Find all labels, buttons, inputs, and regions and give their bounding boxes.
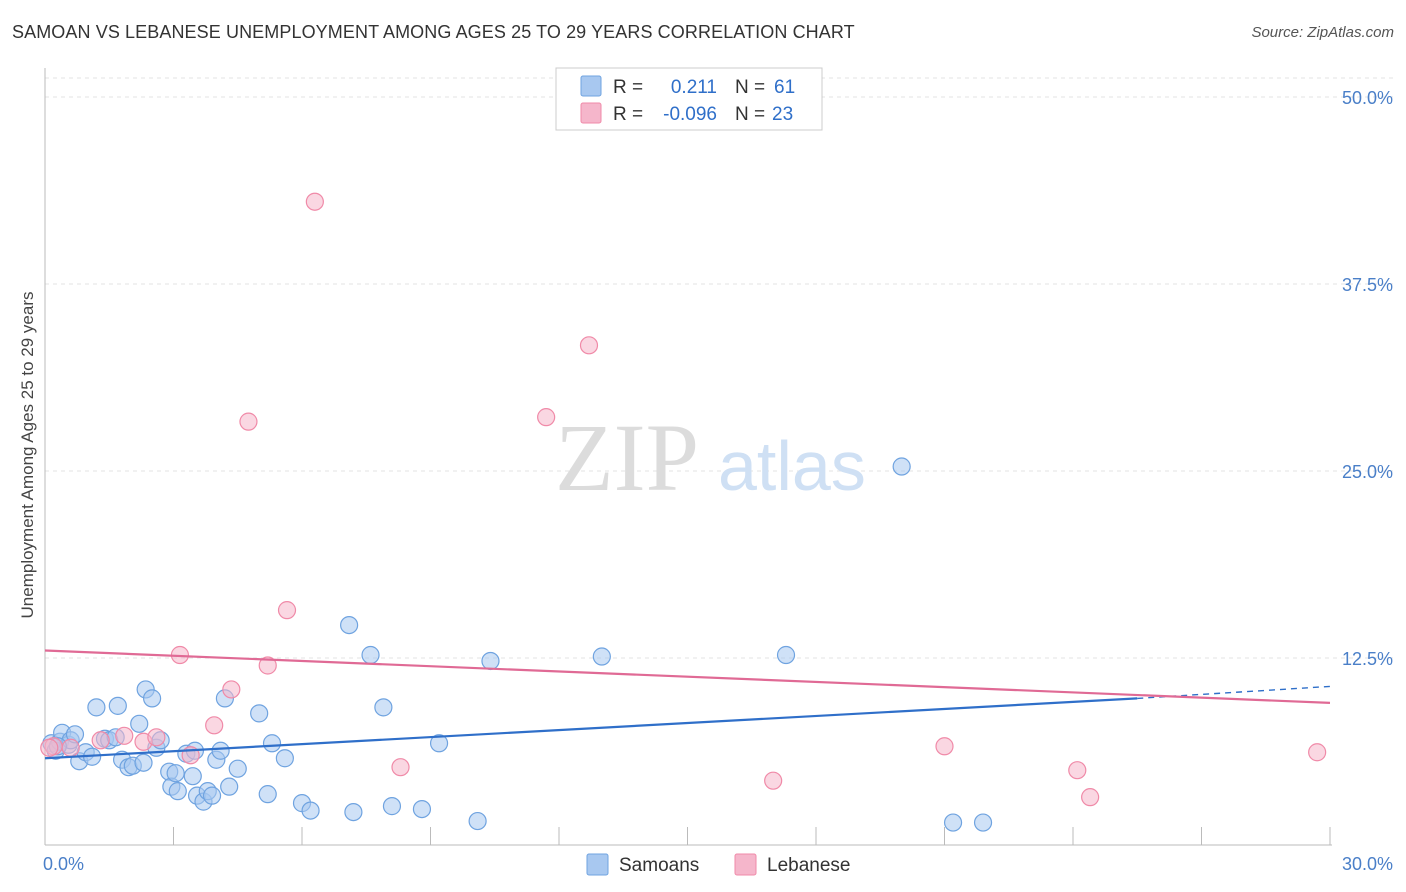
legend-n-label-1: N = xyxy=(735,77,765,98)
legend-n-label-2: N = xyxy=(735,104,765,125)
y-tick-label-0: 12.5% xyxy=(1342,649,1393,669)
legend-r-label-1: R = xyxy=(613,77,643,98)
y-tick-label-2: 37.5% xyxy=(1342,275,1393,295)
point-samoans-26 xyxy=(166,764,185,783)
point-samoans-58 xyxy=(943,813,963,832)
point-samoans-52 xyxy=(429,734,449,753)
point-samoans-48 xyxy=(361,645,380,665)
point-lebanese-18 xyxy=(935,737,954,756)
point-samoans-53 xyxy=(468,811,487,831)
point-samoans-21 xyxy=(142,689,162,708)
legend-swatch-lebanese xyxy=(580,102,602,124)
point-lebanese-9 xyxy=(222,680,241,699)
point-samoans-14 xyxy=(108,696,127,715)
point-samoans-59 xyxy=(973,813,993,832)
chart-title: SAMOAN VS LEBANESE UNEMPLOYMENT AMONG AG… xyxy=(12,22,855,42)
point-lebanese-2 xyxy=(91,731,110,750)
series-legend-swatch-lebanese xyxy=(734,853,757,876)
series-legend: Samoans Lebanese xyxy=(586,853,850,876)
point-samoans-39 xyxy=(228,759,247,778)
point-samoans-45 xyxy=(301,801,320,820)
watermark: ZIP atlas xyxy=(555,404,866,511)
point-lebanese-14 xyxy=(391,758,410,777)
point-samoans-57 xyxy=(892,457,911,476)
point-samoans-29 xyxy=(183,767,202,786)
point-lebanese-10 xyxy=(239,412,258,431)
point-lebanese-1 xyxy=(61,738,80,757)
trendline-samoans xyxy=(44,697,1138,760)
point-samoans-43 xyxy=(275,749,294,768)
trendline-lebanese xyxy=(44,649,1331,704)
y-tick-label-3: 50.0% xyxy=(1342,88,1393,108)
point-lebanese-11 xyxy=(258,656,277,675)
x-tick-label-1: 30.0% xyxy=(1342,854,1393,874)
point-lebanese-12 xyxy=(277,601,297,620)
point-samoans-40 xyxy=(250,704,269,723)
tick-labels: 12.5% 25.0% 37.5% 50.0% 0.0% 30.0% xyxy=(43,88,1393,874)
point-samoans-56 xyxy=(776,645,796,665)
point-lebanese-8 xyxy=(205,716,224,735)
point-samoans-27 xyxy=(168,782,187,801)
y-axis-label: Unemployment Among Ages 25 to 29 years xyxy=(18,292,37,619)
point-lebanese-13 xyxy=(305,192,324,211)
point-samoans-34 xyxy=(202,786,222,805)
point-samoans-36 xyxy=(211,741,230,760)
legend-r-value-1: 0.211 xyxy=(671,77,717,98)
x-tick-label-0: 0.0% xyxy=(43,854,84,874)
point-samoans-18 xyxy=(130,714,149,733)
point-samoans-38 xyxy=(220,777,239,796)
point-samoans-19 xyxy=(134,753,153,772)
point-lebanese-3 xyxy=(115,726,134,745)
watermark-zip: ZIP xyxy=(555,404,699,511)
series-legend-swatch-samoans xyxy=(586,853,609,876)
legend-n-value-2: 23 xyxy=(772,104,793,125)
series-legend-lebanese: Lebanese xyxy=(767,855,850,876)
point-lebanese-20 xyxy=(1081,788,1100,807)
point-samoans-42 xyxy=(262,734,282,753)
point-samoans-49 xyxy=(374,698,393,717)
legend-r-value-2: -0.096 xyxy=(663,104,717,125)
point-lebanese-16 xyxy=(579,336,599,355)
legend-n-value-1: 61 xyxy=(774,77,795,98)
point-samoans-51 xyxy=(412,799,432,819)
axes xyxy=(44,68,1332,846)
point-lebanese-17 xyxy=(764,771,783,790)
point-lebanese-19 xyxy=(1068,761,1087,780)
watermark-atlas: atlas xyxy=(718,427,866,505)
data-points xyxy=(40,192,1327,832)
point-lebanese-21 xyxy=(1308,743,1327,762)
point-lebanese-5 xyxy=(147,728,166,747)
legend-swatch-samoans xyxy=(580,75,602,97)
point-samoans-55 xyxy=(592,647,611,666)
point-samoans-47 xyxy=(344,802,363,822)
legend-r-label-2: R = xyxy=(613,104,643,125)
point-lebanese-15 xyxy=(537,408,556,427)
series-legend-samoans: Samoans xyxy=(619,855,699,876)
point-samoans-41 xyxy=(258,785,277,804)
point-samoans-10 xyxy=(87,698,106,717)
grid-lines xyxy=(45,77,1395,659)
point-lebanese-22 xyxy=(40,738,59,757)
source-label: Source: ZipAtlas.com xyxy=(1251,24,1394,41)
trend-lines xyxy=(44,649,1331,760)
point-samoans-54 xyxy=(481,651,500,671)
correlation-legend: R = 0.211 N = 61 R = -0.096 N = 23 xyxy=(555,67,823,131)
y-tick-label-1: 25.0% xyxy=(1342,462,1393,482)
point-samoans-46 xyxy=(340,615,359,635)
point-samoans-50 xyxy=(382,797,402,816)
